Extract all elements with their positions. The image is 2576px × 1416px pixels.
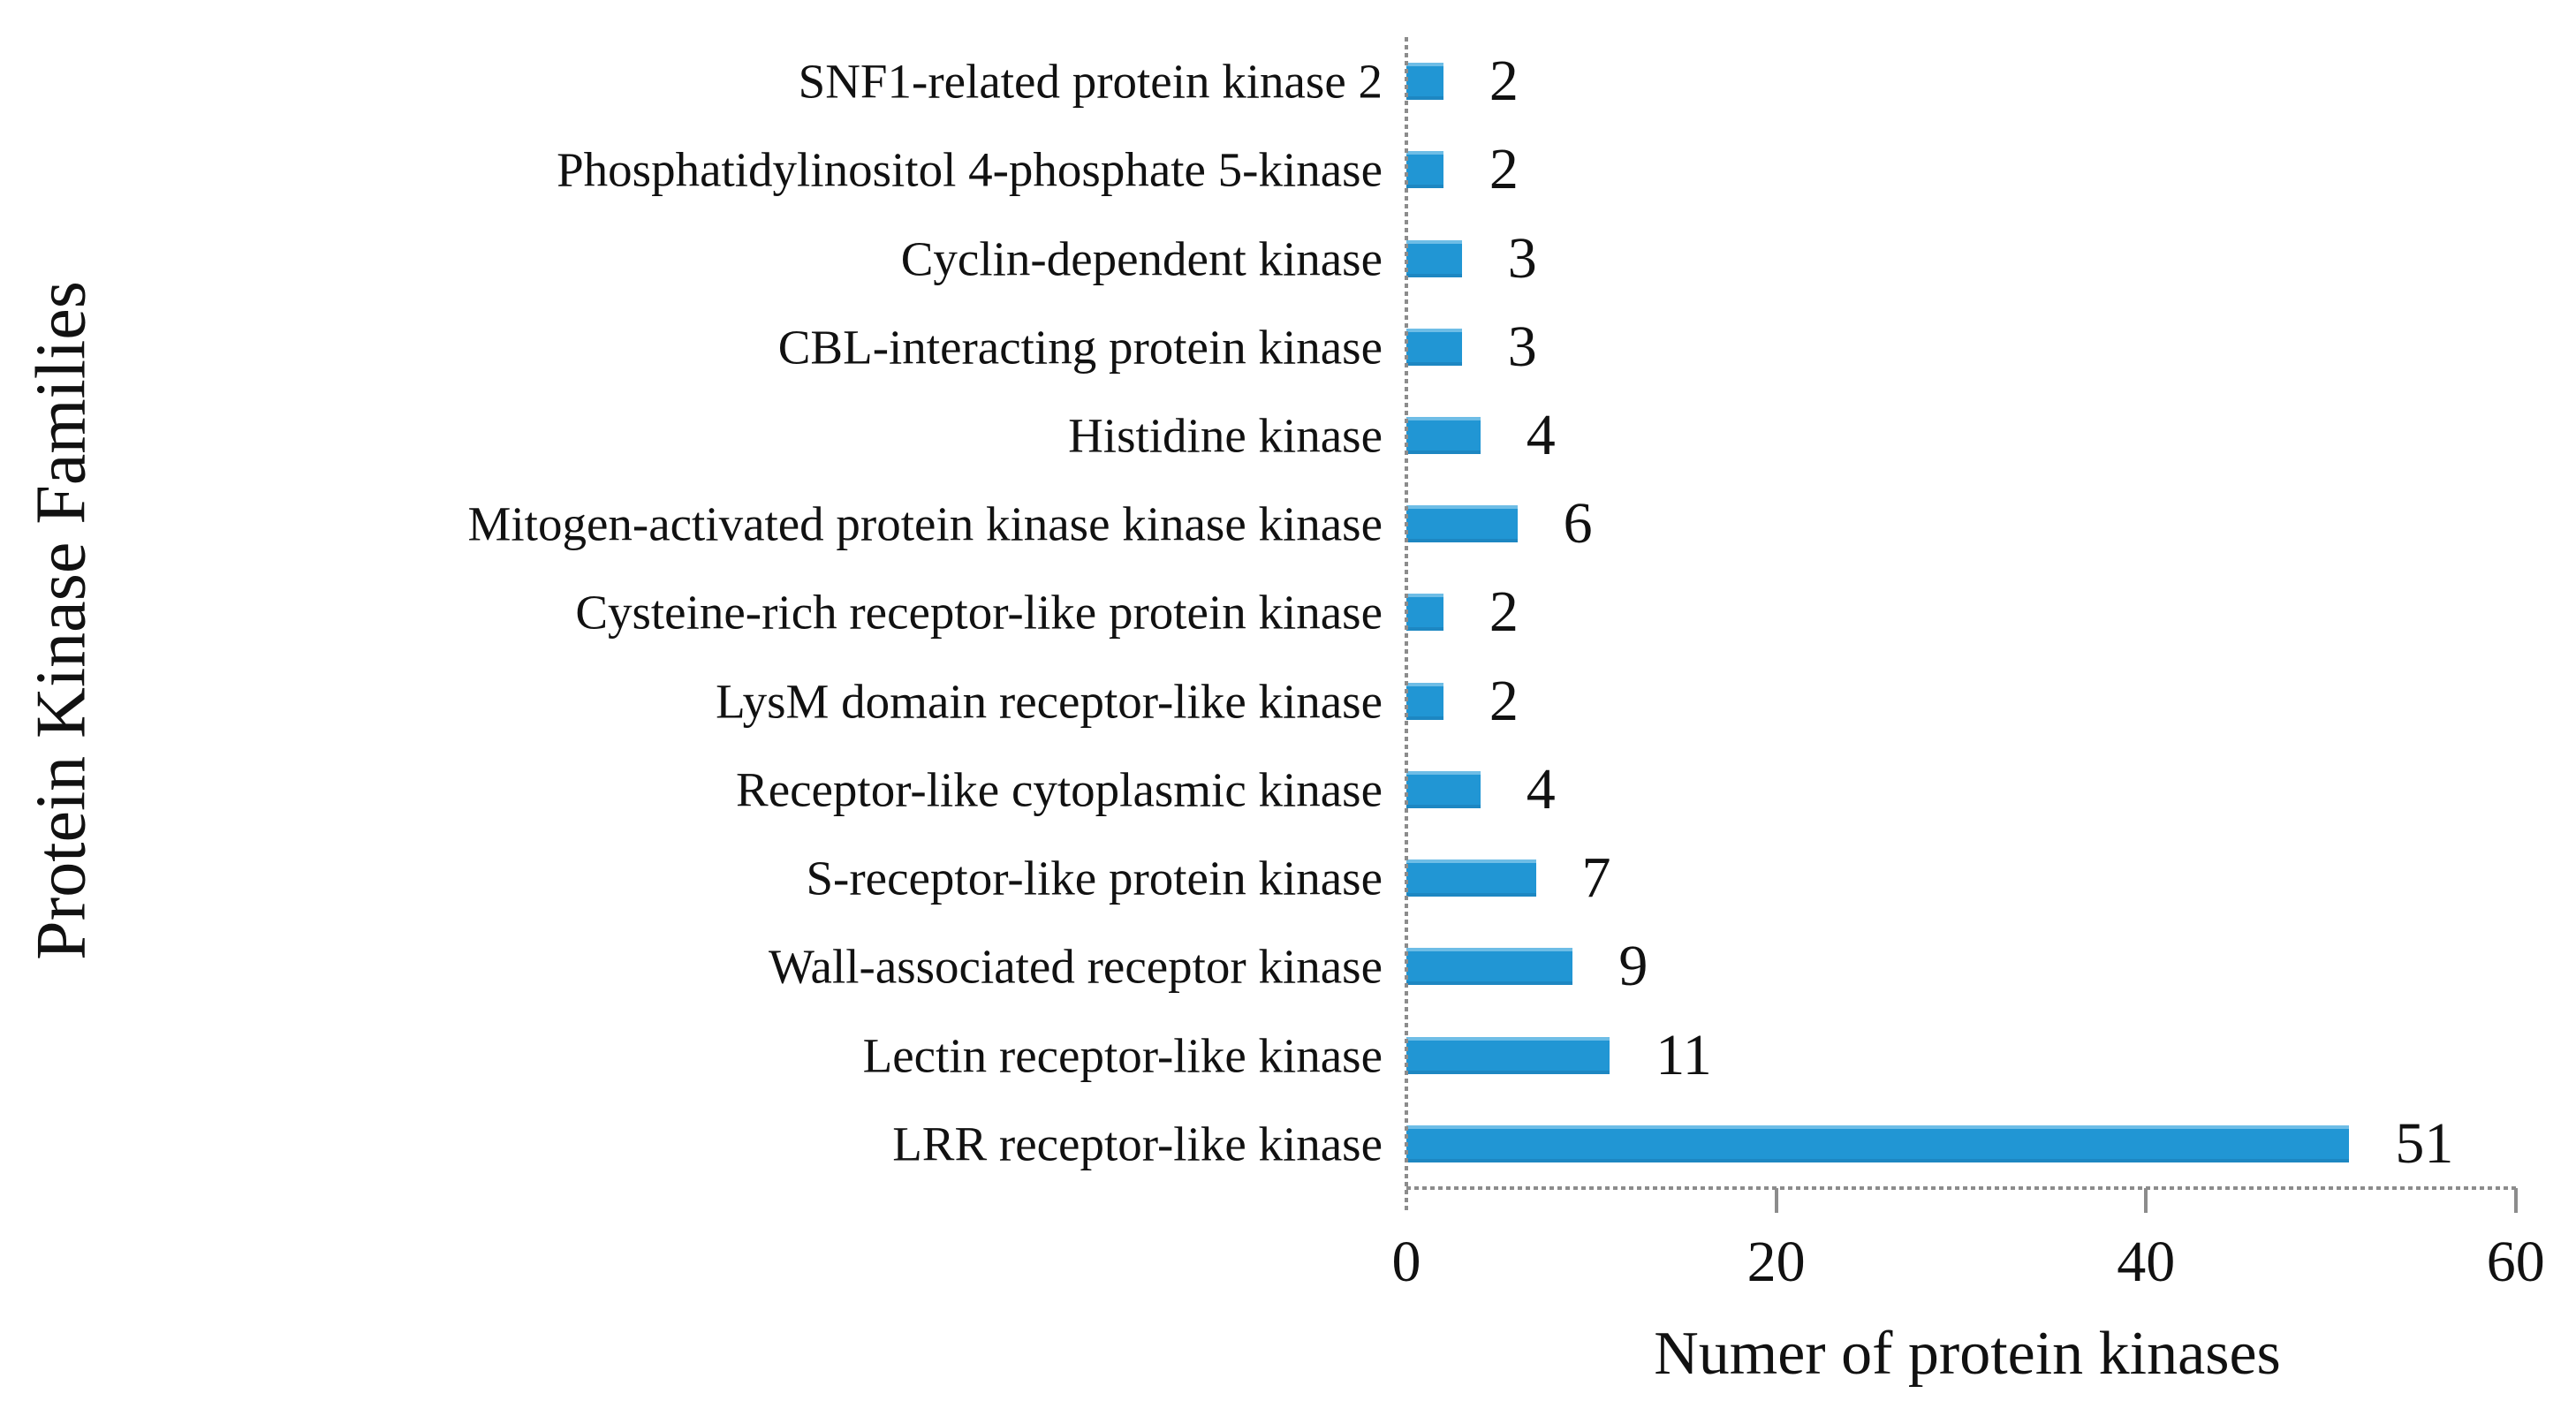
bar xyxy=(1406,594,1443,632)
bar xyxy=(1406,1124,2350,1162)
category-label: SNF1-related protein kinase 2 xyxy=(798,54,1383,109)
value-label: 3 xyxy=(1507,314,1537,379)
category-label: LysM domain receptor-like kinase xyxy=(716,674,1383,729)
value-label: 4 xyxy=(1526,756,1556,822)
chart-row: Histidine kinase 4 xyxy=(0,391,2576,480)
value-label: 11 xyxy=(1655,1022,1712,1087)
value-label: 2 xyxy=(1489,137,1519,202)
category-label: Lectin receptor-like kinase xyxy=(862,1028,1383,1083)
chart-row: LysM domain receptor-like kinase 2 xyxy=(0,657,2576,746)
x-axis-line xyxy=(1406,1186,2518,1190)
x-tick-label: 0 xyxy=(1391,1230,1421,1294)
category-label: Phosphatidylinositol 4-phosphate 5-kinas… xyxy=(557,142,1383,197)
x-tick-mark xyxy=(1774,1188,1778,1213)
chart-row: Wall-associated receptor kinase 9 xyxy=(0,922,2576,1011)
chart-row: S-receptor-like protein kinase 7 xyxy=(0,834,2576,922)
x-tick-mark xyxy=(2144,1188,2148,1213)
x-tick-label: 60 xyxy=(2486,1230,2545,1294)
x-tick-mark xyxy=(2513,1188,2518,1213)
category-label: Histidine kinase xyxy=(1068,408,1383,463)
bar xyxy=(1406,239,1462,277)
chart-row: Cyclin-dependent kinase 3 xyxy=(0,214,2576,302)
x-tick-label: 20 xyxy=(1746,1230,1806,1294)
bar xyxy=(1406,948,1573,986)
y-axis-line xyxy=(1405,37,1408,1213)
value-label: 4 xyxy=(1526,403,1556,468)
chart-row: CBL-interacting protein kinase 3 xyxy=(0,303,2576,391)
category-label: Receptor-like cytoplasmic kinase xyxy=(736,762,1383,817)
category-label: LRR receptor-like kinase xyxy=(892,1117,1383,1171)
chart-row: Receptor-like cytoplasmic kinase 4 xyxy=(0,746,2576,834)
bar xyxy=(1406,770,1481,808)
value-label: 51 xyxy=(2395,1110,2454,1176)
category-label: Mitogen-activated protein kinase kinase … xyxy=(467,496,1383,551)
bar xyxy=(1406,682,1443,720)
x-axis-title: Numer of protein kinases xyxy=(1654,1320,2281,1388)
bar xyxy=(1406,859,1536,897)
bar xyxy=(1406,417,1481,455)
bar xyxy=(1406,328,1462,366)
category-label: Cysteine-rich receptor-like protein kina… xyxy=(575,585,1383,640)
value-label: 3 xyxy=(1507,225,1537,291)
bar xyxy=(1406,1036,1610,1074)
value-label: 2 xyxy=(1489,49,1519,114)
value-label: 9 xyxy=(1618,934,1648,999)
bar xyxy=(1406,505,1518,543)
chart-row: SNF1-related protein kinase 2 2 xyxy=(0,37,2576,125)
bar xyxy=(1406,63,1443,101)
x-tick-label: 40 xyxy=(2117,1230,2176,1294)
chart-row: Phosphatidylinositol 4-phosphate 5-kinas… xyxy=(0,125,2576,214)
value-label: 7 xyxy=(1581,845,1611,911)
value-label: 2 xyxy=(1489,668,1519,733)
chart-row: Cysteine-rich receptor-like protein kina… xyxy=(0,568,2576,656)
value-label: 6 xyxy=(1563,491,1593,557)
chart-row: Lectin receptor-like kinase 11 xyxy=(0,1011,2576,1100)
bar xyxy=(1406,151,1443,189)
category-label: Wall-associated receptor kinase xyxy=(769,939,1383,994)
category-label: Cyclin-dependent kinase xyxy=(900,231,1383,286)
chart-row: Mitogen-activated protein kinase kinase … xyxy=(0,480,2576,568)
value-label: 2 xyxy=(1489,579,1519,645)
category-label: CBL-interacting protein kinase xyxy=(777,320,1383,375)
category-label: S-receptor-like protein kinase xyxy=(806,851,1383,905)
chart-row: LRR receptor-like kinase 51 xyxy=(0,1100,2576,1188)
